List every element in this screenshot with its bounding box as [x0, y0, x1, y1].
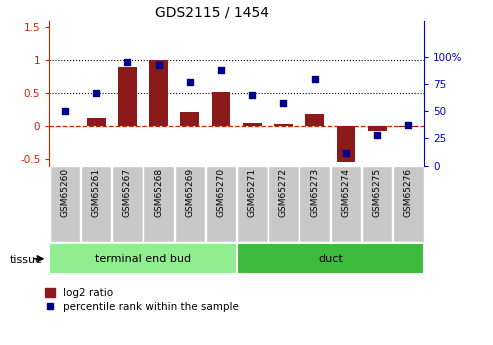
Bar — [175, 166, 205, 242]
Legend: log2 ratio, percentile rank within the sample: log2 ratio, percentile rank within the s… — [45, 288, 239, 312]
Bar — [243, 124, 262, 126]
Bar — [143, 166, 174, 242]
Point — [248, 92, 256, 98]
Text: GSM65268: GSM65268 — [154, 168, 163, 217]
Bar — [362, 166, 392, 242]
Point — [404, 122, 412, 128]
Bar — [274, 124, 293, 126]
Point — [92, 90, 100, 96]
Bar — [81, 166, 111, 242]
Text: GSM65276: GSM65276 — [404, 168, 413, 217]
Bar — [50, 166, 80, 242]
Bar — [149, 60, 168, 126]
Bar — [49, 243, 237, 274]
Text: tissue: tissue — [10, 256, 43, 265]
Text: GSM65260: GSM65260 — [61, 168, 70, 217]
Text: GSM65275: GSM65275 — [373, 168, 382, 217]
Point — [373, 132, 381, 138]
Point — [61, 108, 69, 114]
Bar — [268, 166, 299, 242]
Text: GSM65261: GSM65261 — [92, 168, 101, 217]
Text: GSM65272: GSM65272 — [279, 168, 288, 217]
Text: GSM65269: GSM65269 — [185, 168, 194, 217]
Bar — [299, 166, 330, 242]
Bar — [237, 166, 268, 242]
Bar — [180, 111, 199, 126]
Bar — [393, 166, 423, 242]
Bar — [305, 114, 324, 126]
Bar — [87, 118, 106, 126]
Text: GSM65267: GSM65267 — [123, 168, 132, 217]
Bar — [206, 166, 236, 242]
Text: terminal end bud: terminal end bud — [95, 254, 191, 264]
Text: duct: duct — [318, 254, 343, 264]
Bar — [211, 92, 230, 126]
Text: GDS2115 / 1454: GDS2115 / 1454 — [155, 5, 269, 19]
Point — [123, 60, 131, 65]
Bar — [399, 126, 418, 127]
Point — [280, 100, 287, 105]
Point — [217, 67, 225, 73]
Text: GSM65271: GSM65271 — [248, 168, 257, 217]
Point — [155, 62, 163, 67]
Point — [311, 76, 318, 81]
Bar — [112, 166, 142, 242]
Bar — [331, 166, 361, 242]
Bar — [337, 126, 355, 162]
Point — [342, 150, 350, 155]
Text: GSM65274: GSM65274 — [342, 168, 351, 217]
Point — [186, 79, 194, 85]
Bar — [118, 67, 137, 126]
Bar — [368, 126, 387, 131]
Bar — [237, 243, 424, 274]
Text: GSM65273: GSM65273 — [310, 168, 319, 217]
Text: GSM65270: GSM65270 — [216, 168, 225, 217]
